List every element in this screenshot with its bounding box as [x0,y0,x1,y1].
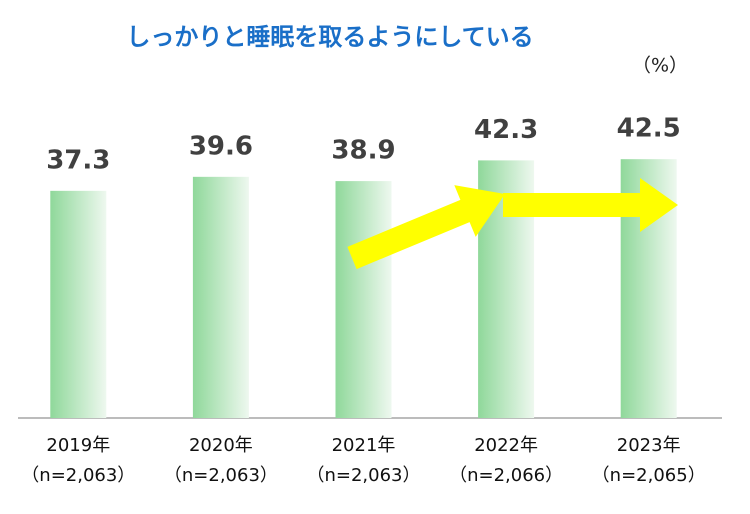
unit-label: （%） [632,55,688,77]
value-label: 42.3 [474,115,538,145]
bar [192,176,249,418]
bar [50,190,107,418]
sample-size-label: （n=2,066） [449,465,563,486]
bar [335,181,392,418]
sample-size-label: （n=2,063） [21,465,135,486]
x-tick-label: 2022年 [474,435,538,456]
value-label: 37.3 [46,145,110,175]
value-label: 39.6 [189,131,253,161]
x-tick-label: 2021年 [332,435,396,456]
x-tick-label: 2019年 [46,435,110,456]
sample-size-label: （n=2,065） [592,465,706,486]
value-label: 42.5 [617,114,681,144]
trend-arrow [503,178,678,232]
sample-size-label: （n=2,063） [306,465,420,486]
x-tick-label: 2020年 [189,435,253,456]
bars: 37.3 2019年 （n=2,063） 39.6 2020年 （n=2,063） 38.9… [21,114,705,486]
value-label: 38.9 [331,136,395,166]
chart-title: しっかりと睡眠を取るようにしている [126,23,533,51]
trend-arrow [347,185,505,270]
x-tick-label: 2023年 [617,435,681,456]
sample-size-label: （n=2,063） [164,465,278,486]
